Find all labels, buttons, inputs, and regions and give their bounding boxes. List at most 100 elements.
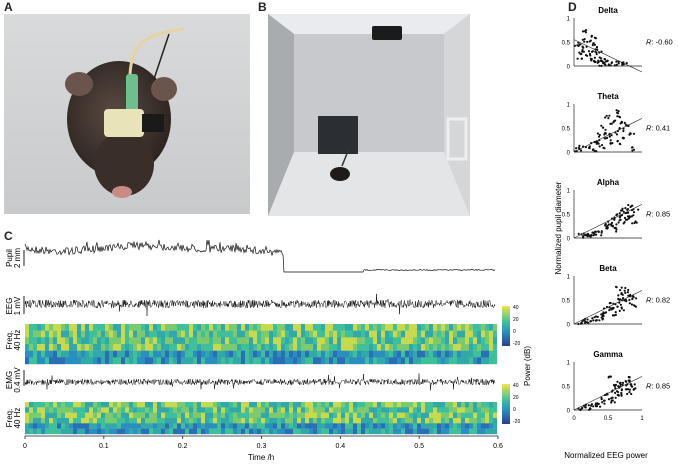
scatter-y-tick: 0.5 (562, 127, 571, 133)
scatter-point (620, 293, 623, 296)
scatter-point (600, 230, 603, 233)
scatter-point (597, 135, 601, 138)
scatter-point (622, 210, 625, 213)
scatter-point (623, 221, 626, 224)
scatter-y-tick: 0.5 (562, 41, 571, 47)
scatter-point (614, 387, 617, 390)
scatter-point (632, 211, 636, 214)
scatter-point (624, 218, 627, 221)
scatter-point (621, 209, 624, 212)
x-tick-label: 0.6 (493, 443, 503, 450)
scatter-y-tick: 0 (567, 409, 571, 415)
scatter-point (589, 320, 592, 323)
scatter-point (595, 142, 598, 145)
scatter-point (621, 207, 624, 210)
colorbar-emg-tick: 40 (513, 383, 519, 389)
scatter-point (575, 147, 578, 150)
scatter-point (600, 316, 603, 319)
scatter-point (623, 216, 627, 219)
scatter-y-tick: 0 (567, 323, 571, 329)
scatter-fit-line (573, 39, 643, 73)
scatter-point (600, 231, 603, 234)
scatter-point (601, 401, 604, 404)
colorbar-emg-tick: 0 (513, 407, 516, 413)
eeg-label: EEG (5, 298, 14, 315)
scatter-point (634, 305, 637, 308)
scatter-point (609, 139, 612, 142)
scatter-point (624, 123, 627, 126)
scatter-fit-line (573, 118, 643, 153)
scatter-point (597, 403, 600, 406)
scatter-point (628, 133, 631, 136)
scatter-point (607, 223, 610, 226)
scatter-plot-theta: Theta 1 0.5 0 R: 0.41 (562, 92, 671, 157)
scatter-point (609, 64, 612, 67)
scatter-point (614, 383, 617, 386)
scatter-y-tick: 1 (567, 361, 571, 367)
scatter-point (616, 115, 619, 118)
scatter-point (620, 394, 623, 397)
scatter-fit-line (573, 290, 643, 325)
scatter-point (600, 313, 603, 316)
scatter-y-tick: 0 (567, 237, 571, 243)
scatter-point (592, 319, 595, 322)
scatter-point (590, 35, 593, 38)
scatter-r-value: R: 0.82 (646, 295, 670, 304)
scatter-point (608, 135, 611, 138)
scatter-point (627, 294, 630, 297)
scatter-point (600, 57, 603, 60)
scatter-point (604, 311, 608, 314)
scatter-point (581, 38, 584, 41)
scatter-point (635, 297, 638, 300)
scatter-point (593, 150, 596, 153)
scatter-point (619, 298, 622, 301)
scatter-point (600, 234, 603, 237)
scatter-point (586, 54, 589, 57)
scatter-point (607, 117, 610, 120)
scatter-point (616, 380, 619, 383)
scatter-point (632, 295, 635, 298)
scatter-title: Delta (598, 6, 618, 15)
scatter-point (594, 315, 598, 318)
panel-letter-b: B (258, 0, 267, 14)
x-tick-label: 0.2 (178, 443, 188, 450)
scatter-point (617, 62, 620, 65)
scatter-point (598, 64, 601, 67)
panel-d-y-label: Normalized pupil diameter (554, 181, 563, 274)
scatter-point (580, 408, 583, 411)
scatter-point (586, 232, 589, 235)
scatter-point (613, 64, 616, 67)
scatter-point (594, 50, 597, 53)
scatter-point (577, 322, 580, 326)
scatter-point (577, 232, 580, 235)
scatter-point (625, 380, 628, 383)
eeg-trace (24, 293, 496, 317)
scatter-point (591, 44, 594, 47)
scatter-point (628, 215, 631, 219)
scatter-point (608, 114, 611, 117)
scatter-point (598, 319, 601, 322)
scatter-point (615, 64, 618, 67)
scatter-point (583, 40, 586, 43)
scatter-point (579, 43, 582, 46)
colorbar-emg (502, 384, 510, 424)
scatter-point (592, 405, 595, 408)
scatter-point (593, 43, 596, 46)
scatter-point (582, 50, 585, 53)
pupil-label: Pupil (5, 249, 14, 267)
power-label: Power (dB) (523, 346, 532, 386)
scatter-point (603, 137, 606, 140)
scatter-point (619, 122, 622, 125)
scatter-point (586, 235, 589, 238)
scatter-fit-line (573, 376, 643, 411)
scatter-point (613, 218, 616, 221)
scatter-point (597, 230, 600, 233)
scatter-y-tick: 0 (567, 65, 571, 71)
scatter-point (596, 132, 599, 135)
scatter-point (611, 396, 614, 399)
scatter-y-tick: 1 (567, 275, 571, 281)
scatter-point (613, 314, 616, 317)
scatter-point (622, 309, 625, 312)
scatter-point (596, 61, 599, 64)
scatter-plot-alpha: Alpha 1 0.5 0 R: 0.85 (562, 178, 671, 243)
